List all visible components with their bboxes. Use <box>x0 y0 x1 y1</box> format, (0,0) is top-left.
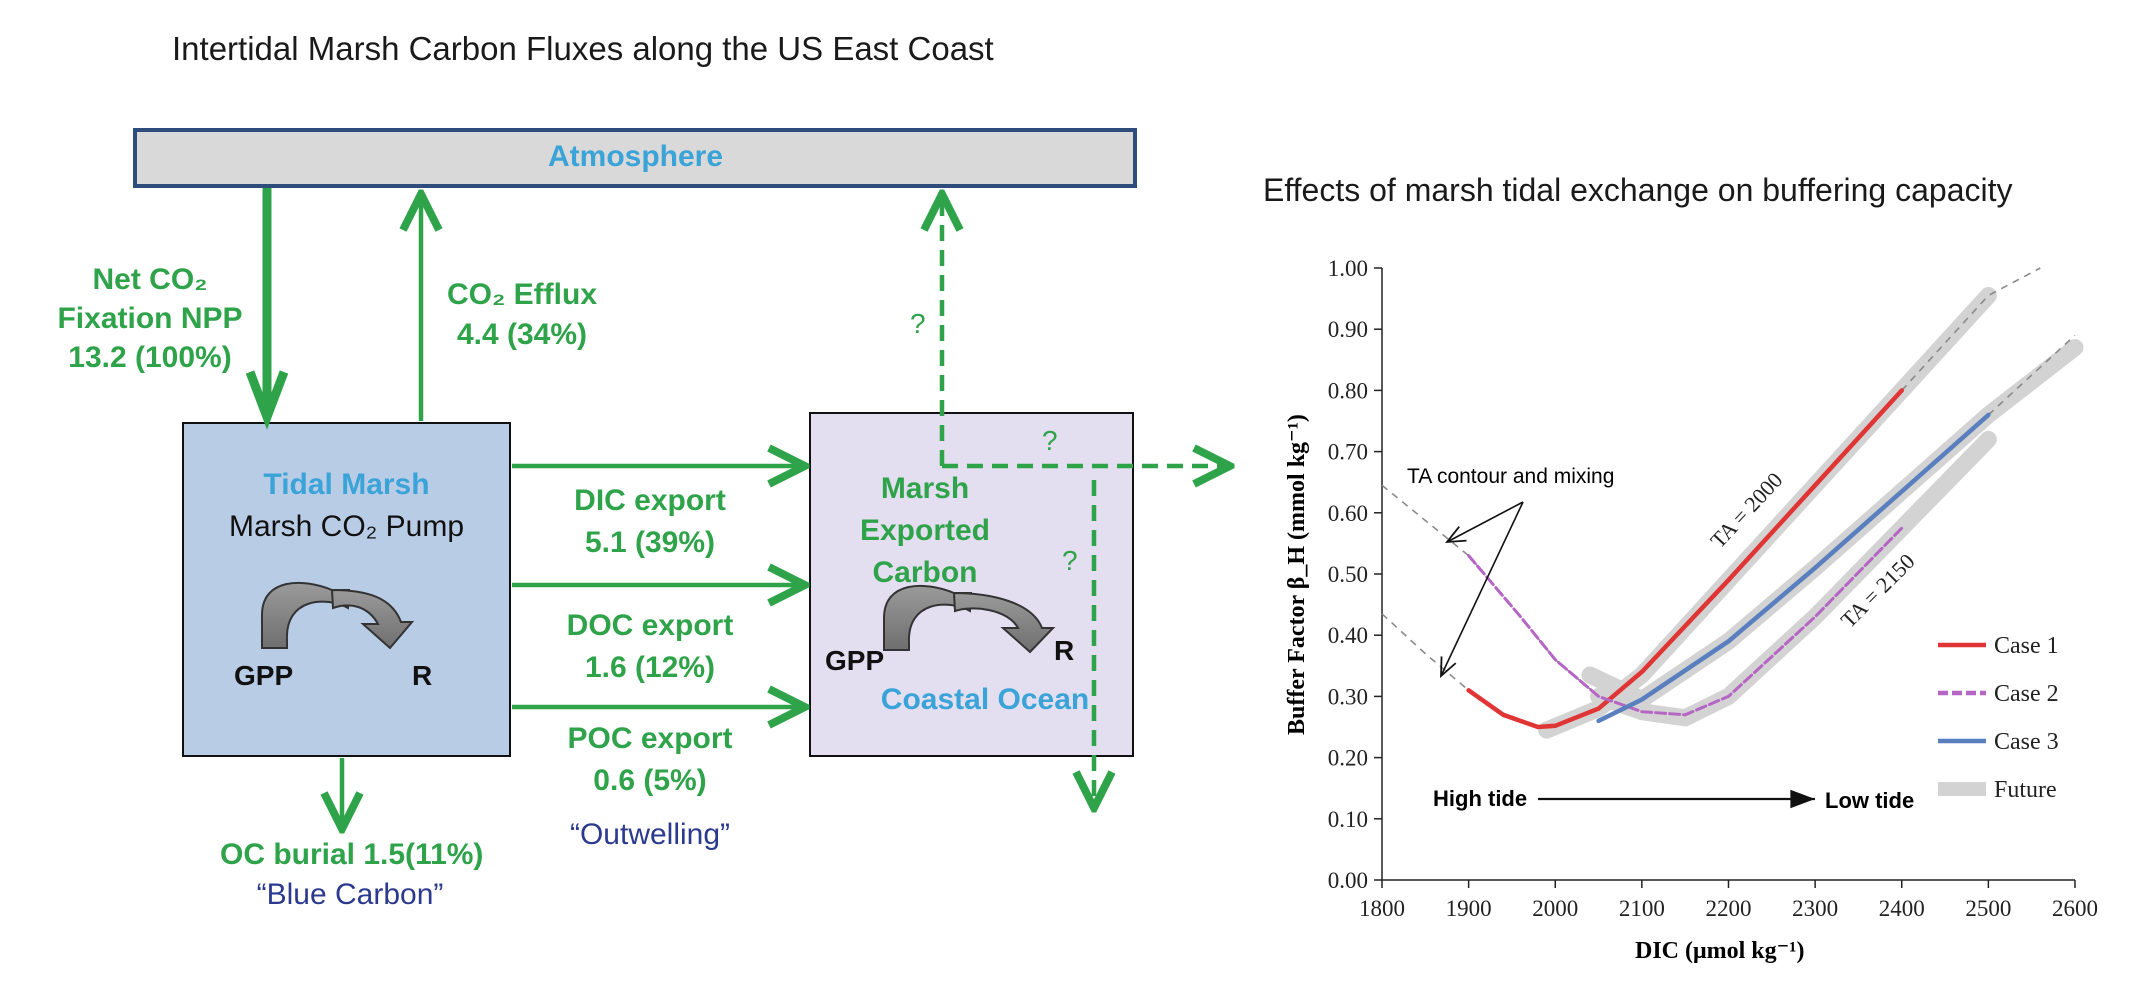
doc-export-line1: DOC export <box>566 609 734 642</box>
x-tick-label: 2100 <box>1619 896 1665 921</box>
annotation-arrow-upper <box>1445 501 1524 544</box>
y-tick-label: 1.00 <box>1328 256 1368 281</box>
y-tick-label: 0.10 <box>1328 807 1368 832</box>
oc-burial-label: OC burial 1.5(11%) <box>220 838 484 871</box>
x-tick-label: 2600 <box>2052 896 2098 921</box>
co2-efflux-label: CO₂ Efflux 4.4 (34%) <box>432 275 612 355</box>
marsh-exported-line1: Marsh <box>880 472 970 505</box>
x-tick-label: 2000 <box>1532 896 1578 921</box>
dic-export-label: DIC export 5.1 (39%) <box>540 480 760 564</box>
legend-label: Case 1 <box>1994 633 2059 659</box>
net-co2-label: Net CO₂ Fixation NPP 13.2 (100%) <box>50 260 250 377</box>
atmosphere-box <box>133 128 1137 188</box>
marsh-cycle-arrow-icon <box>261 581 415 650</box>
question-mark-up: ? <box>910 308 926 339</box>
x-tick-label: 1800 <box>1359 896 1405 921</box>
ocean-cycle-arrow-icon <box>883 584 1056 654</box>
marsh-r-label: R <box>412 660 433 691</box>
ta-contour-upper-left <box>1381 484 1600 698</box>
marsh-gpp-label: GPP <box>234 660 294 691</box>
y-tick-label: 0.50 <box>1328 562 1368 587</box>
x-tick-label: 2300 <box>1792 896 1838 921</box>
net-co2-line2: Fixation NPP <box>57 302 243 335</box>
coastal-ocean-label: Coastal Ocean <box>880 683 1090 716</box>
marsh-exported-line3: Carbon <box>872 556 978 589</box>
y-axis-label: Buffer Factor β_H (mmol kg⁻¹) <box>1284 414 1310 735</box>
annotation-arrow-lower <box>1440 501 1524 679</box>
x-tick-label: 1900 <box>1446 896 1492 921</box>
y-tick-label: 0.60 <box>1328 501 1368 526</box>
poc-export-label: POC export 0.6 (5%) <box>540 718 760 802</box>
chart-title: Effects of marsh tidal exchange on buffe… <box>1263 172 2013 208</box>
doc-export-label: DOC export 1.6 (12%) <box>540 605 760 689</box>
net-co2-arrowhead <box>245 370 289 430</box>
question-mark-down: ? <box>1062 545 1078 576</box>
series-line-case-2 <box>1467 526 1904 717</box>
coastal-ocean-box <box>809 412 1134 757</box>
co2-efflux-line2: 4.4 (34%) <box>456 318 588 351</box>
legend-label: Case 2 <box>1994 681 2059 707</box>
doc-export-line2: 1.6 (12%) <box>584 651 716 684</box>
ocean-gpp-label: GPP <box>825 645 885 676</box>
question-mark-right: ? <box>1042 425 1058 456</box>
net-co2-line1: Net CO₂ <box>92 263 208 296</box>
poc-export-line1: POC export <box>567 722 733 755</box>
high-tide-label: High tide <box>1433 786 1528 811</box>
x-tick-label: 2200 <box>1706 896 1752 921</box>
y-tick-label: 0.90 <box>1328 317 1368 342</box>
y-tick-label: 0.30 <box>1328 684 1368 709</box>
ocean-r-label: R <box>1054 635 1075 666</box>
buffer-factor-chart: 0.00 0.10 0.20 0.30 0.40 0.50 0.60 0.70 0.80 0.90… <box>1328 256 2098 921</box>
poc-export-line2: 0.6 (5%) <box>593 764 707 797</box>
outwelling-label: “Outwelling” <box>569 818 731 851</box>
ta-contour-ext-2000 <box>1901 267 2041 391</box>
series-line-case-1 <box>1466 388 1905 730</box>
marsh-exported-carbon-label: Marsh Exported Carbon <box>840 468 1010 594</box>
x-tick-label: 2500 <box>1965 896 2011 921</box>
diagram-title: Intertidal Marsh Carbon Fluxes along the… <box>172 30 994 67</box>
blue-carbon-label: “Blue Carbon” <box>256 878 444 911</box>
y-tick-label: 0.70 <box>1328 440 1368 465</box>
x-tick-label: 2400 <box>1879 896 1925 921</box>
ta-contour-ext-case3 <box>1987 334 2076 416</box>
y-tick-label: 0.80 <box>1328 378 1368 403</box>
series-line-case-3 <box>1596 412 1991 724</box>
y-tick-label: 0.20 <box>1328 746 1368 771</box>
chart-annotation: TA contour and mixing <box>1407 465 1615 488</box>
ta-contour-lower-left <box>1381 613 1470 691</box>
x-axis-label: DIC (μmol kg⁻¹) <box>1635 938 1805 964</box>
marsh-pump-label: Marsh CO₂ Pump <box>228 510 465 543</box>
dic-export-line2: 5.1 (39%) <box>584 526 716 559</box>
dic-export-line1: DIC export <box>574 484 726 517</box>
net-co2-line3: 13.2 (100%) <box>68 341 232 374</box>
atmosphere-label: Atmosphere <box>548 140 724 173</box>
y-tick-label: 0.40 <box>1328 623 1368 648</box>
tidal-marsh-title: Tidal Marsh <box>263 468 430 501</box>
y-tick-label: 0.00 <box>1328 868 1368 893</box>
low-tide-label: Low tide <box>1825 788 1915 813</box>
co2-efflux-line1: CO₂ Efflux <box>447 278 597 311</box>
marsh-exported-line2: Exported <box>859 514 991 547</box>
legend-label: Case 3 <box>1994 729 2059 755</box>
legend-label: Future <box>1994 777 2057 803</box>
